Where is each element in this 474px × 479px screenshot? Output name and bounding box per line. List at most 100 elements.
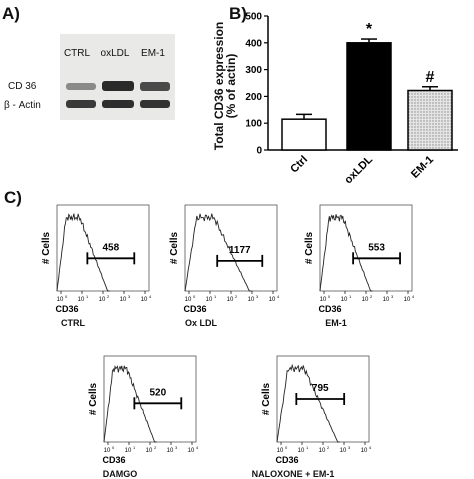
x-tick-exponent: 0 (328, 294, 331, 299)
x-tick-label: 10 (125, 448, 132, 454)
mfi-value: 553 (368, 242, 385, 253)
x-tick-label: 10 (341, 297, 348, 303)
bar (281, 118, 327, 151)
x-tick-label: 10 (361, 448, 368, 454)
x-tick-label: 10 (248, 297, 255, 303)
x-tick-label: 10 (319, 448, 326, 454)
condition-label: EM-1 (325, 318, 347, 328)
x-tick-exponent: 3 (256, 294, 259, 299)
bar (407, 89, 453, 151)
histogram-curve (103, 364, 157, 443)
histogram-curve (56, 213, 110, 292)
histogram-xlabel: CD36 (318, 304, 341, 314)
condition-label: NALOXONE + EM-1 (251, 469, 335, 479)
condition-label: CTRL (61, 318, 85, 328)
x-tick-label: 10 (383, 297, 390, 303)
x-tick-exponent: 1 (214, 294, 217, 299)
blot-col-oxldl: oxLDL (100, 48, 130, 59)
histogram-xlabel: CD36 (275, 455, 298, 465)
x-tick-exponent: 0 (193, 294, 196, 299)
x-tick-label: EM-1 (409, 154, 436, 181)
condition-label: DAMGO (102, 469, 138, 479)
blot-band-actin-ctrl (66, 100, 96, 108)
x-tick-label: 10 (298, 448, 305, 454)
blot-band-cd36-ctrl (66, 83, 96, 90)
panel-c-label: C) (4, 188, 22, 207)
x-tick-exponent: 0 (285, 445, 288, 450)
x-tick-exponent: 2 (107, 294, 110, 299)
western-blot: CTRL oxLDL EM-1 (60, 34, 175, 120)
condition-label: Ox LDL (184, 318, 217, 328)
x-tick-label: 10 (104, 448, 111, 454)
x-tick-exponent: 0 (112, 445, 115, 450)
histogram-curve (276, 363, 340, 443)
mfi-value: 795 (312, 383, 329, 394)
blot-row-cd36: CD 36 (8, 81, 37, 92)
histogram-curve (319, 214, 373, 292)
histogram-ylabel: # Cells (41, 231, 52, 264)
x-tick-exponent: 4 (196, 445, 199, 450)
blot-band-cd36-em1 (140, 82, 170, 91)
x-tick-label: Ctrl (288, 154, 310, 176)
x-tick-exponent: 4 (277, 294, 280, 299)
x-tick-label: 10 (57, 297, 64, 303)
x-tick-label: 10 (206, 297, 213, 303)
x-tick-exponent: 2 (235, 294, 238, 299)
mfi-value: 520 (149, 387, 166, 398)
x-tick-exponent: 1 (349, 294, 352, 299)
x-tick-label: 10 (362, 297, 369, 303)
y-tick-label: 400 (245, 38, 262, 49)
y-tick-label: 200 (245, 92, 262, 103)
x-tick-label: 10 (404, 297, 411, 303)
y-tick-label: 300 (245, 65, 262, 76)
blot-col-em1: EM-1 (141, 48, 165, 59)
bar-chart: 0 100 200 300 400 500 Ctrl * oxLDL # EM-1 (245, 12, 458, 186)
x-tick-exponent: 0 (65, 294, 68, 299)
histogram-ylabel: # Cells (88, 382, 99, 415)
blot-band-actin-em1 (140, 100, 170, 108)
x-tick-label: 10 (340, 448, 347, 454)
y-tick-label: 100 (245, 119, 262, 130)
histogram-xlabel: CD36 (183, 304, 206, 314)
histogram-xlabel: CD36 (55, 304, 78, 314)
x-tick-exponent: 1 (133, 445, 136, 450)
x-tick-label: 10 (269, 297, 276, 303)
x-tick-label: 10 (320, 297, 327, 303)
y-tick-label: 0 (256, 146, 262, 157)
bar (346, 42, 392, 151)
x-tick-label: 10 (78, 297, 85, 303)
x-tick-label: 10 (188, 448, 195, 454)
y-tick-label: 500 (245, 12, 262, 23)
x-tick-exponent: 1 (306, 445, 309, 450)
histogram-xlabel: CD36 (102, 455, 125, 465)
histogram-ylabel: # Cells (261, 382, 272, 415)
mfi-value: 458 (102, 242, 119, 253)
x-tick-label: 10 (185, 297, 192, 303)
x-tick-exponent: 2 (370, 294, 373, 299)
x-tick-exponent: 4 (412, 294, 415, 299)
histogram-ylabel: # Cells (169, 231, 180, 264)
x-tick-label: 10 (141, 297, 148, 303)
x-tick-exponent: 4 (369, 445, 372, 450)
x-tick-exponent: 4 (149, 294, 152, 299)
mfi-value: 1177 (229, 245, 251, 256)
x-tick-label: oxLDL (342, 153, 375, 186)
panel-b-label: B) (229, 4, 247, 23)
blot-col-ctrl: CTRL (63, 48, 91, 59)
x-tick-exponent: 2 (327, 445, 330, 450)
x-tick-exponent: 2 (154, 445, 157, 450)
histogram-ylabel: # Cells (304, 231, 315, 264)
blot-row-actin: β - Actin (4, 100, 41, 111)
x-tick-exponent: 3 (391, 294, 394, 299)
blot-band-actin-oxldl (102, 100, 134, 108)
x-tick-label: 10 (99, 297, 106, 303)
x-tick-exponent: 3 (175, 445, 178, 450)
significance-mark: * (366, 21, 373, 38)
blot-band-cd36-oxldl (102, 81, 134, 91)
x-tick-label: 10 (167, 448, 174, 454)
x-tick-label: 10 (227, 297, 234, 303)
x-tick-exponent: 3 (348, 445, 351, 450)
x-tick-label: 10 (277, 448, 284, 454)
x-tick-label: 10 (146, 448, 153, 454)
